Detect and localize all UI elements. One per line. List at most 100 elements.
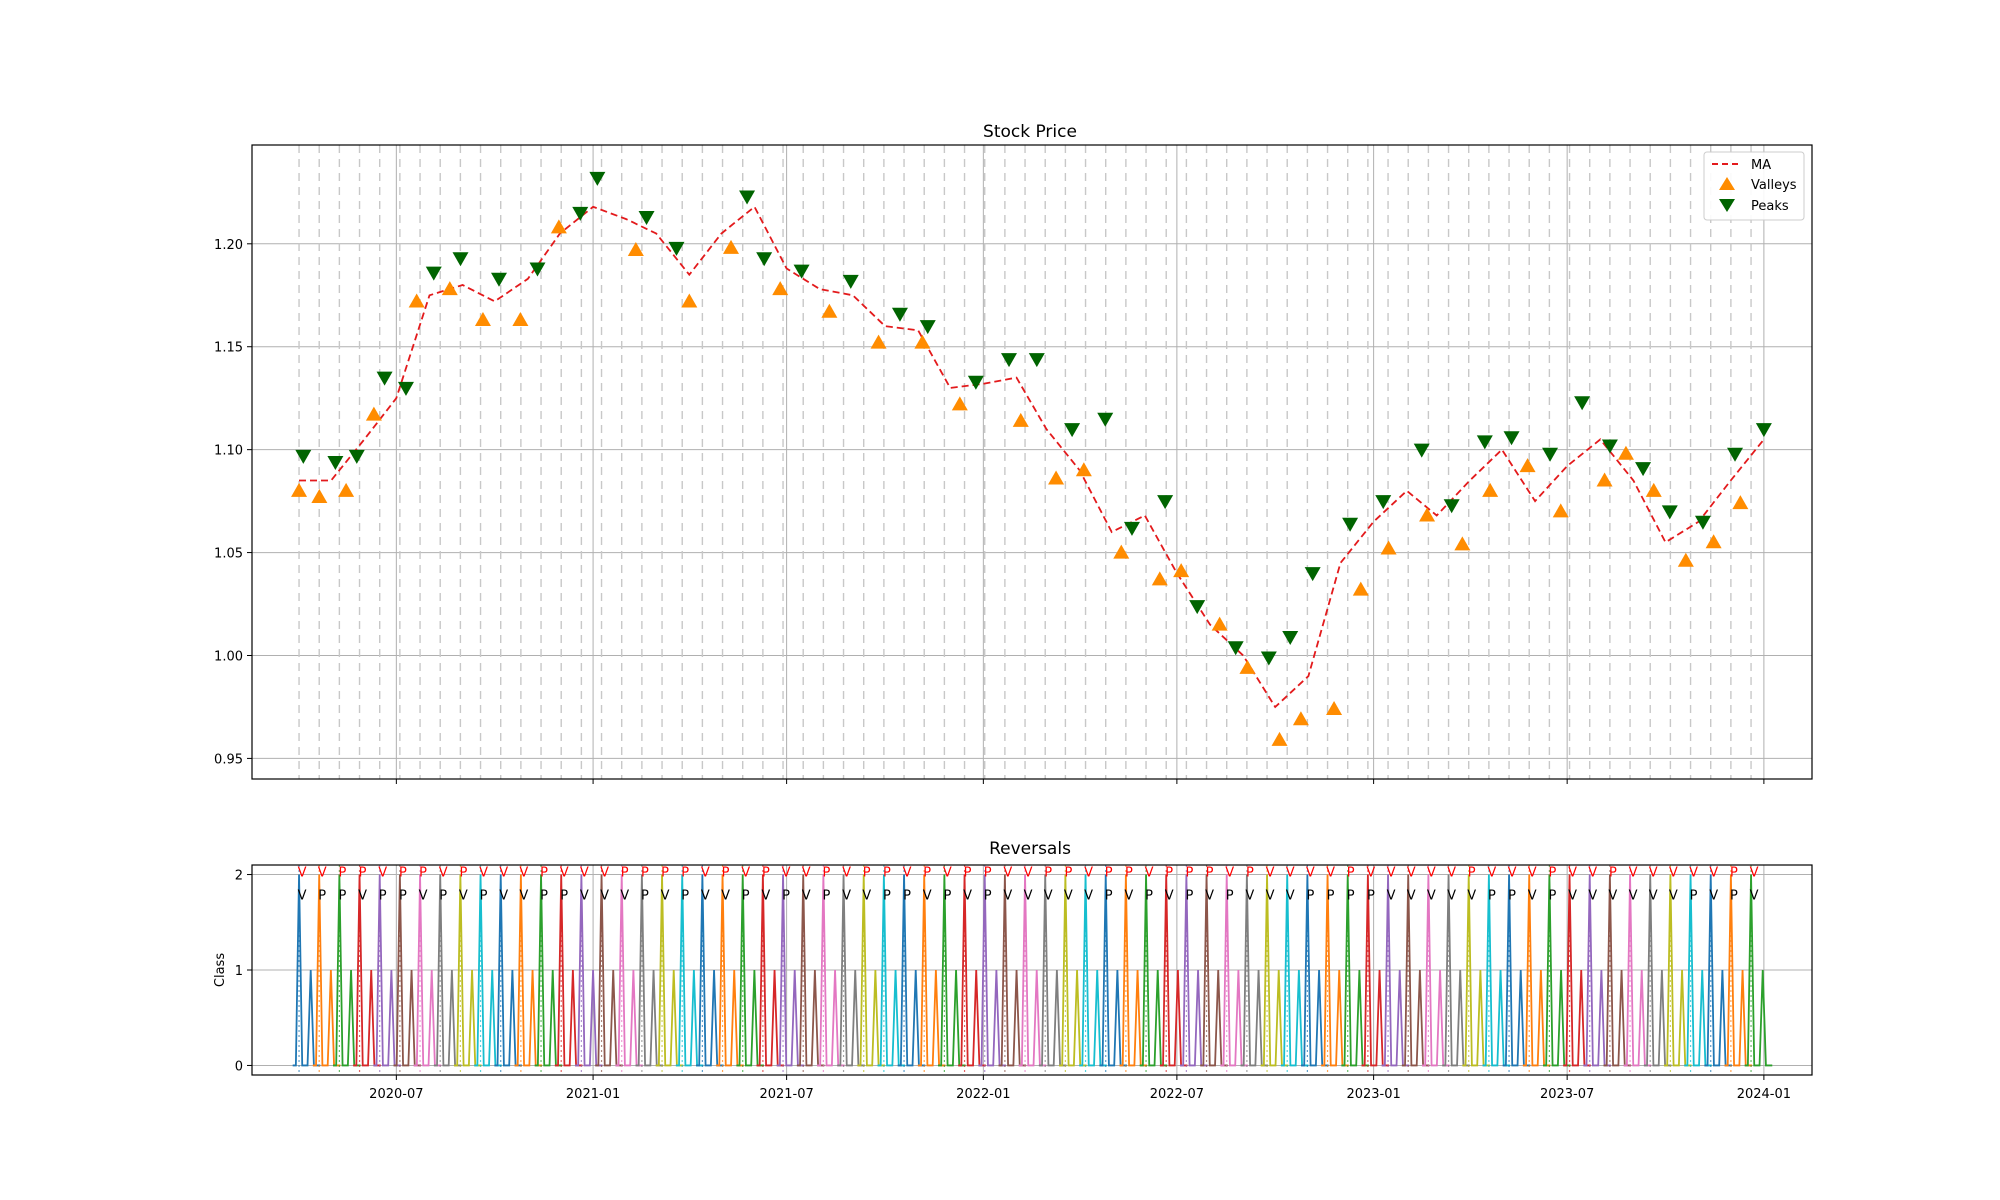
predicted-reversal-label: P [1690,889,1698,904]
valley-marker [1705,534,1722,549]
class-spike [1623,874,1652,1067]
valley-marker [474,311,491,326]
predicted-reversal-label: P [399,889,407,904]
peak-marker [348,449,365,464]
predicted-reversal-label: V [1588,889,1597,904]
predicted-reversal-label: P [1327,889,1335,904]
actual-reversal-label: P [1347,866,1355,881]
predicted-reversal-label: V [1205,889,1214,904]
class-spike [534,874,563,1067]
valley-marker [1271,731,1288,746]
actual-reversal-label: V [1003,866,1012,881]
stock-price-y-ticks: 0.95 1.00 1.05 1.10 1.15 1.20 [214,238,252,767]
peak-marker [1097,412,1114,427]
y-tick-label: 0.95 [214,752,243,767]
valley-marker [1519,458,1536,473]
valley-marker [1239,659,1256,674]
peak-marker [1443,499,1460,514]
predicted-reversal-label: P [560,889,568,904]
class-spike [1442,874,1470,1067]
actual-reversal-label: V [1629,866,1638,881]
class-spike [1200,874,1228,1067]
predicted-reversal-label: P [782,889,790,904]
predicted-reversal-label: V [923,889,932,904]
actual-reversal-label: V [782,866,791,881]
actual-reversal-label: V [842,866,851,881]
peak-marker [842,274,859,289]
class-spike [837,874,865,1067]
peak-marker [891,307,908,322]
actual-reversal-label: P [661,866,669,881]
ma-line [299,205,1765,709]
legend-valleys-label: Valleys [1751,178,1797,193]
predicted-reversal-label: P [1367,889,1375,904]
class-spike [978,874,1006,1067]
peak-marker [1123,521,1140,536]
valley-marker [1380,540,1397,555]
class-spike [857,874,885,1067]
predicted-reversal-label: V [661,889,670,904]
peak-marker [425,266,442,281]
class-spike [897,874,926,1067]
class-spike [1059,874,1087,1067]
valley-marker [408,293,425,308]
class-spike [514,874,543,1067]
x-tick-label: 2023-01 [1346,1087,1400,1102]
class-spike [1260,874,1289,1067]
peak-marker [452,252,469,267]
actual-reversal-label: V [1669,866,1678,881]
peak-marker [739,190,756,205]
actual-reversal-label: V [1407,866,1416,881]
class-spike [1462,874,1490,1067]
class-spike [1341,874,1369,1067]
valley-marker [1075,462,1092,477]
valley-marker [1482,482,1499,497]
class-spike [938,874,966,1067]
legend: MA Valleys Peaks [1703,151,1805,221]
predicted-reversal-label: V [1286,889,1295,904]
y-tick-label: 2 [235,869,243,884]
peak-marker [529,262,546,277]
class-spike [1240,874,1269,1067]
predicted-reversal-label: P [1226,889,1234,904]
peak-marker [1189,600,1206,615]
actual-reversal-label: P [1730,866,1738,881]
actual-reversal-label: P [641,866,649,881]
predicted-reversal-label: V [298,889,307,904]
predicted-reversal-label: V [1165,889,1174,904]
actual-reversal-label: V [741,866,750,881]
predicted-reversal-label: P [379,889,387,904]
valley-marker [723,239,740,254]
peak-marker [490,272,507,287]
actual-reversal-label: P [923,866,931,881]
peak-marker [793,264,810,279]
stock-price-markers [291,171,1772,746]
class-spike [1664,874,1692,1067]
predicted-reversal-label: P [984,889,992,904]
peak-marker [1001,353,1018,368]
actual-reversal-label: V [318,866,327,881]
peak-marker [1661,505,1678,520]
actual-reversal-label: V [1568,866,1577,881]
class-spike [393,874,422,1067]
actual-reversal-label: V [1286,866,1295,881]
predicted-reversal-label: V [1608,889,1617,904]
class-spike [1422,874,1450,1067]
reversals-x-ticks: 2020-07 2021-01 2021-07 2022-01 2022-07 2023-… [369,1075,1791,1102]
actual-reversal-label: P [459,866,467,881]
actual-reversal-label: P [984,866,992,881]
class-spike [1280,874,1309,1067]
peak-marker [756,252,773,267]
reversals-series [292,865,1773,1075]
actual-reversal-label: V [560,866,569,881]
peak-marker [1601,439,1618,454]
valley-marker [951,396,968,411]
actual-reversal-label: P [822,866,830,881]
valley-marker [772,281,789,296]
class-spike [1361,874,1390,1067]
actual-reversal-label: V [1145,866,1154,881]
class-spike [1018,874,1047,1067]
predicted-reversal-label: P [641,889,649,904]
class-spike [1401,874,1430,1067]
